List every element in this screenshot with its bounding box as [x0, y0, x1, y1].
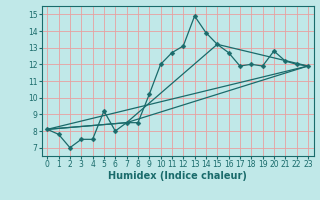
X-axis label: Humidex (Indice chaleur): Humidex (Indice chaleur) [108, 171, 247, 181]
